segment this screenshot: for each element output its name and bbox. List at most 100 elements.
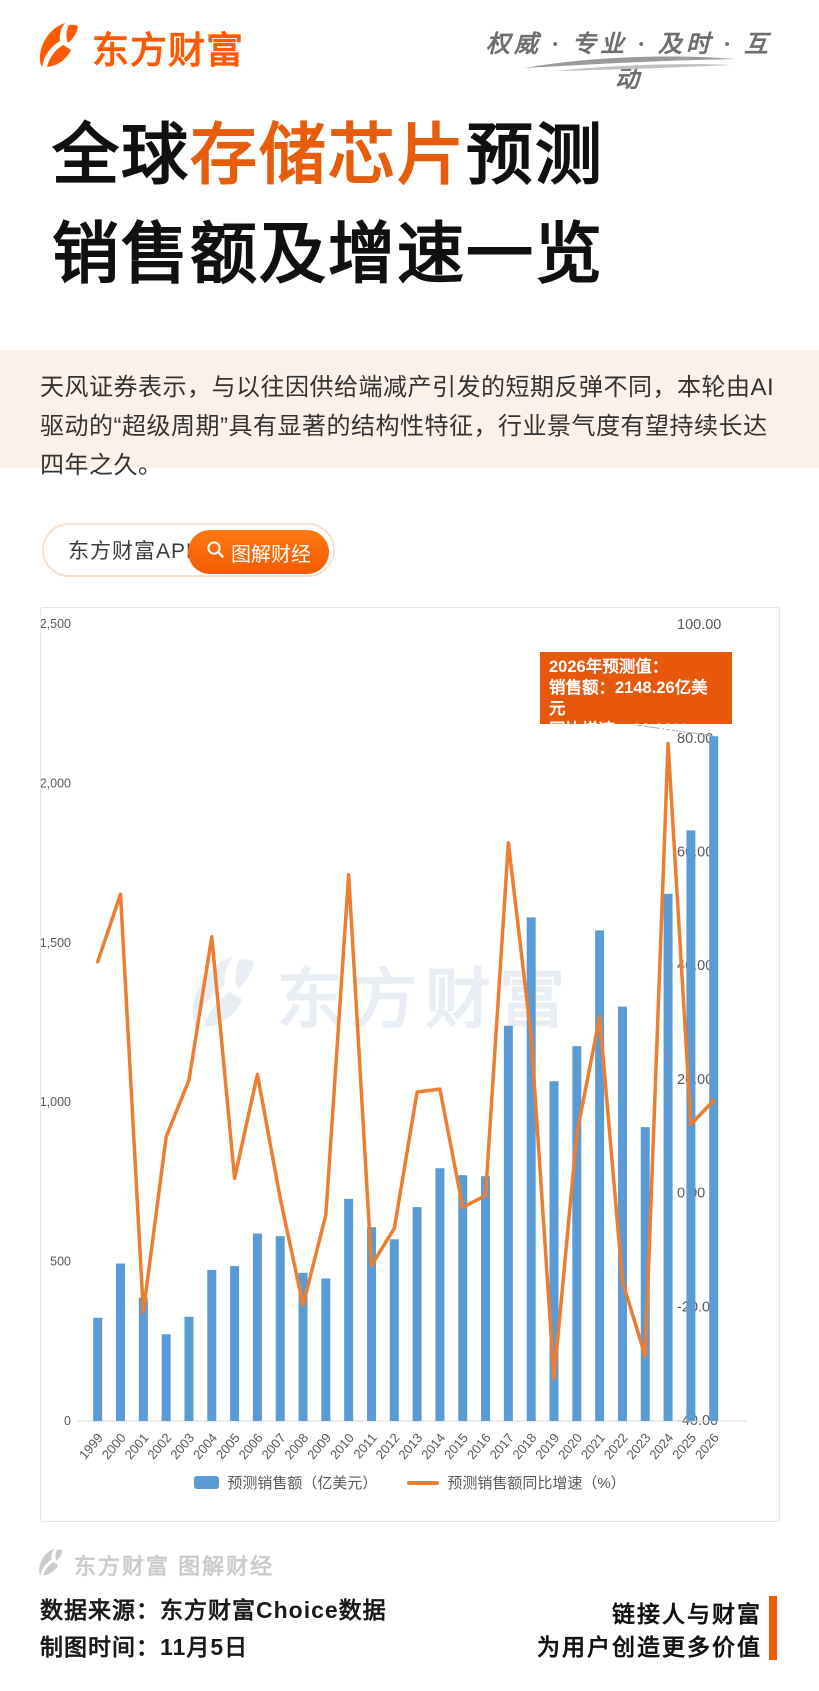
annotation-line-3: 同比增速：16.20%	[549, 721, 688, 739]
x-axis-label: 2024	[646, 1430, 676, 1462]
app-pill[interactable]: 东方财富APP 图解财经	[42, 523, 336, 577]
summary-box: 天风证券表示，与以往因供给端减产引发的短期反弹不同，本轮由AI驱动的“超级周期”…	[0, 350, 819, 479]
footer-slogan-line2: 为用户创造更多价值	[537, 1634, 762, 1660]
x-axis-label: 2007	[258, 1430, 288, 1462]
chart-canvas: 05001,0001,5002,0002,500-40.00-20.000.00…	[41, 617, 747, 1462]
bar-2007	[275, 1236, 285, 1421]
bar-1999	[93, 1317, 103, 1421]
x-axis-label: 2023	[623, 1430, 653, 1462]
chart-date-line: 制图时间：11月5日	[40, 1634, 249, 1660]
tag-pill-button[interactable]: 图解财经	[188, 530, 330, 574]
data-source-line: 数据来源：东方财富Choice数据	[40, 1597, 387, 1623]
bar-2012	[389, 1239, 399, 1421]
bar-2002	[161, 1334, 171, 1421]
eastmoney-logo-icon	[38, 22, 82, 73]
x-axis-label: 2015	[441, 1430, 471, 1462]
bar-2008	[298, 1272, 308, 1421]
x-axis-label: 2021	[578, 1430, 608, 1462]
legend-bar-label: 预测销售额（亿美元）	[227, 1475, 378, 1492]
x-axis-label: 2013	[395, 1430, 425, 1462]
page-title: 全球存储芯片预测 销售额及增速一览	[52, 106, 604, 304]
bar-2009	[321, 1278, 331, 1421]
app-pill-label: 东方财富APP	[68, 540, 202, 563]
x-axis-label: 2004	[190, 1430, 220, 1462]
bar-2021	[595, 930, 605, 1421]
forecast-annotation: 2026年预测值： 销售额：2148.26亿美元 同比增速：16.20%	[540, 652, 732, 739]
x-axis-label: 2000	[99, 1430, 129, 1462]
annotation-line-1: 2026年预测值：	[549, 658, 669, 676]
slogan-swoosh-icon	[514, 52, 744, 77]
growth-line	[95, 741, 716, 1381]
bar-2023	[640, 1127, 650, 1421]
x-axis-label: 2011	[350, 1430, 379, 1461]
bar-2014	[435, 1168, 445, 1421]
x-axis-label: 2012	[373, 1430, 403, 1462]
x-axis-label: 2018	[509, 1430, 539, 1462]
bar-2004	[207, 1269, 217, 1421]
bar-2001	[138, 1297, 148, 1421]
header-brand: 东方财富	[38, 20, 244, 74]
bar-2006	[252, 1233, 262, 1421]
title-highlight: 存储芯片	[190, 118, 466, 193]
right-axis-tick: 100.00	[677, 617, 721, 633]
left-axis-tick: 1,000	[41, 1095, 71, 1109]
x-axis-label: 2022	[601, 1430, 631, 1462]
bar-2016	[481, 1176, 491, 1421]
x-axis-label: 2026	[692, 1430, 722, 1462]
x-axis-label: 1999	[76, 1430, 106, 1462]
x-axis-label: 2020	[555, 1430, 585, 1462]
footer-brand-text: 东方财富 图解财经	[74, 1554, 275, 1579]
x-axis-label: 2017	[487, 1430, 517, 1462]
bar-2026	[709, 736, 719, 1421]
annotation-line-2: 销售额：2148.26亿美元	[549, 679, 708, 718]
footer-slogan-line1: 链接人与财富	[612, 1601, 762, 1627]
annotation-pointer-line	[635, 724, 714, 737]
bar-2003	[184, 1316, 194, 1421]
bar-2005	[230, 1266, 240, 1421]
tag-pill-label: 图解财经	[231, 543, 312, 566]
x-axis-label: 2006	[236, 1430, 266, 1462]
bar-2022	[617, 1006, 627, 1421]
x-axis-label: 2019	[532, 1430, 562, 1462]
bar-2011	[366, 1227, 376, 1421]
chart-card: 东方财富 0 500 1,000 1,500 2,000 2,500 -40.00 -20.0…	[40, 607, 780, 1522]
header-slogan: 权威 · 专业 · 及时 · 互动	[486, 32, 772, 93]
bar-2015	[458, 1175, 468, 1421]
legend-item-growth: 预测销售额同比增速（%）	[407, 1472, 626, 1493]
bar-2017	[503, 1025, 513, 1421]
left-axis-tick: 0	[64, 1414, 71, 1428]
left-axis-tick: 2,500	[41, 617, 71, 631]
x-axis-label: 2002	[144, 1430, 174, 1462]
bar-2000	[116, 1263, 126, 1421]
x-axis-label: 2009	[304, 1430, 334, 1462]
title-line2: 销售额及增速一览	[52, 217, 604, 292]
title-line1: 全球存储芯片预测	[52, 118, 604, 193]
footer-brand: 东方财富 图解财经	[38, 1548, 274, 1582]
bar-2020	[572, 1046, 582, 1421]
bar-2010	[344, 1198, 354, 1421]
legend-item-sales: 预测销售额（亿美元）	[194, 1472, 377, 1493]
footer-logo-icon	[38, 1548, 65, 1582]
footer-slogan: 链接人与财富 为用户创造更多价值	[537, 1598, 762, 1664]
legend-line-swatch	[407, 1480, 440, 1485]
left-axis-tick: 500	[50, 1255, 71, 1269]
pill-row: 东方财富APP 图解财经	[42, 523, 336, 577]
footer-accent-bar	[769, 1596, 777, 1660]
x-axis-label: 2005	[213, 1430, 243, 1462]
chart-legend: 预测销售额（亿美元） 预测销售额同比增速（%）	[41, 1472, 779, 1493]
data-source-block: 数据来源：东方财富Choice数据 制图时间：11月5日	[40, 1592, 387, 1666]
legend-bar-swatch	[194, 1476, 220, 1489]
left-axis-tick: 1,500	[41, 936, 71, 950]
x-axis-label: 2001	[122, 1430, 152, 1462]
x-axis-label: 2008	[281, 1430, 311, 1462]
brand-name: 东方财富	[92, 30, 244, 71]
bar-2024	[663, 893, 673, 1421]
x-axis-label: 2003	[167, 1430, 197, 1462]
bar-2019	[549, 1081, 559, 1421]
summary-text: 天风证券表示，与以往因供给端减产引发的短期反弹不同，本轮由AI驱动的“超级周期”…	[40, 374, 775, 479]
bar-2018	[526, 917, 536, 1421]
x-axis-label: 2010	[327, 1430, 357, 1462]
search-icon	[206, 540, 225, 565]
bar-2013	[412, 1207, 422, 1421]
